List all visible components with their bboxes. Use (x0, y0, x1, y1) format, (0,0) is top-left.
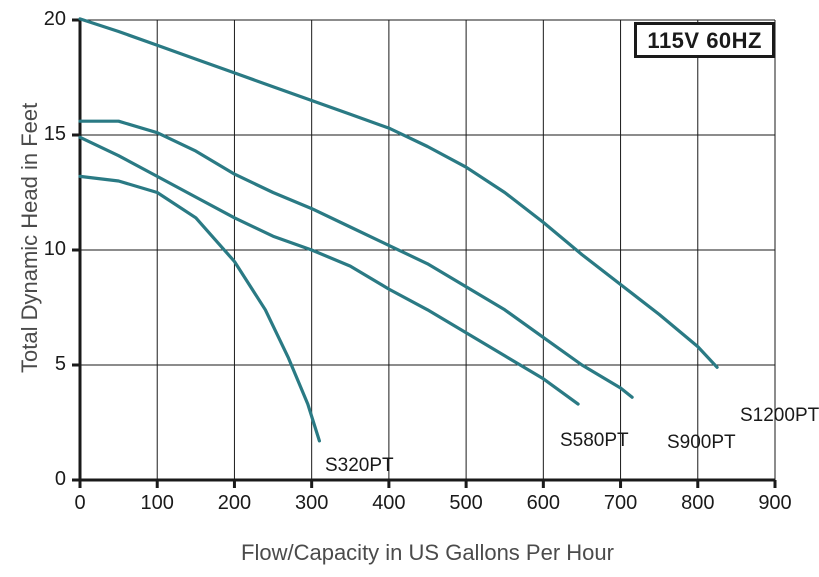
y-tick-label: 15 (44, 123, 66, 146)
y-tick-label: 10 (44, 238, 66, 261)
y-tick-label: 5 (55, 353, 66, 376)
y-tick-label: 20 (44, 8, 66, 31)
x-tick-label: 100 (137, 492, 177, 515)
chart-container: Total Dynamic Head in Feet Flow/Capacity… (0, 0, 819, 577)
x-tick-label: 900 (755, 492, 795, 515)
series-line (80, 137, 578, 404)
series-label: S320PT (325, 455, 394, 477)
voltage-badge: 115V 60HZ (634, 22, 775, 58)
x-tick-label: 700 (601, 492, 641, 515)
x-tick-label: 0 (60, 492, 100, 515)
series-label: S1200PT (740, 405, 819, 427)
x-tick-label: 400 (369, 492, 409, 515)
series-line (80, 121, 632, 397)
x-tick-label: 300 (292, 492, 332, 515)
plot-area (0, 0, 819, 577)
series-label: S900PT (667, 432, 736, 454)
x-tick-label: 800 (678, 492, 718, 515)
series-label: S580PT (560, 430, 629, 452)
x-tick-label: 200 (214, 492, 254, 515)
x-tick-label: 600 (523, 492, 563, 515)
y-tick-label: 0 (55, 468, 66, 491)
series-line (80, 176, 319, 441)
x-tick-label: 500 (446, 492, 486, 515)
series-line (80, 19, 717, 367)
